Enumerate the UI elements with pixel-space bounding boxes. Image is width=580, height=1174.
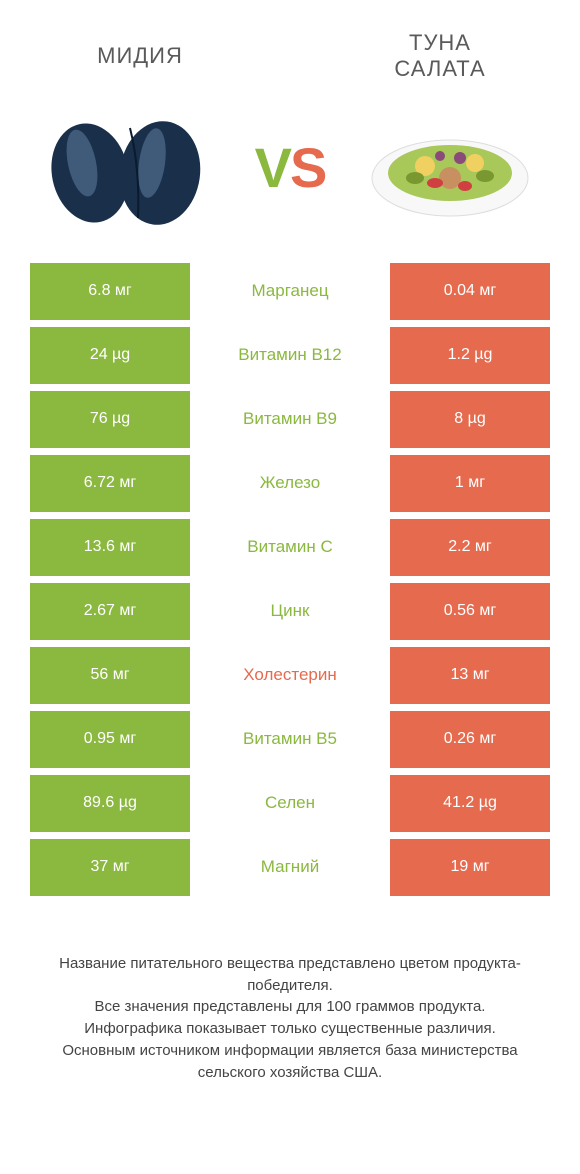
right-value: 8 µg [390, 391, 550, 448]
left-value: 6.72 мг [30, 455, 190, 512]
right-value: 19 мг [390, 839, 550, 896]
footer-line: Основным источником информации является … [30, 1040, 550, 1084]
left-value: 13.6 мг [30, 519, 190, 576]
left-value: 0.95 мг [30, 711, 190, 768]
vs-s: S [290, 136, 325, 199]
nutrient-label: Витамин B12 [190, 327, 390, 384]
table-row: 56 мгХолестерин13 мг [30, 647, 550, 704]
nutrient-label: Цинк [190, 583, 390, 640]
footer-line: Все значения представлены для 100 граммо… [30, 996, 550, 1018]
right-value: 2.2 мг [390, 519, 550, 576]
left-food-title: МИДИЯ [40, 43, 240, 69]
right-value: 0.04 мг [390, 263, 550, 320]
footer-line: Название питательного вещества представл… [30, 953, 550, 997]
nutrient-label: Селен [190, 775, 390, 832]
right-value: 0.56 мг [390, 583, 550, 640]
right-value: 13 мг [390, 647, 550, 704]
nutrient-label: Витамин B9 [190, 391, 390, 448]
footer-line: Инфографика показывает только существенн… [30, 1018, 550, 1040]
left-value: 2.67 мг [30, 583, 190, 640]
vs-v: V [255, 136, 290, 199]
nutrient-label: Витамин B5 [190, 711, 390, 768]
table-row: 37 мгМагний19 мг [30, 839, 550, 896]
nutrient-label: Марганец [190, 263, 390, 320]
nutrient-label: Холестерин [190, 647, 390, 704]
mussel-icon [40, 103, 220, 233]
table-row: 6.8 мгМарганец0.04 мг [30, 263, 550, 320]
table-row: 13.6 мгВитамин C2.2 мг [30, 519, 550, 576]
salad-icon [360, 103, 540, 233]
table-row: 6.72 мгЖелезо1 мг [30, 455, 550, 512]
table-row: 0.95 мгВитамин B50.26 мг [30, 711, 550, 768]
left-value: 37 мг [30, 839, 190, 896]
right-value: 0.26 мг [390, 711, 550, 768]
right-food-title: ТУНА САЛАТА [340, 30, 540, 83]
left-value: 76 µg [30, 391, 190, 448]
table-row: 76 µgВитамин B98 µg [30, 391, 550, 448]
nutrient-label: Железо [190, 455, 390, 512]
images-row: VS [0, 93, 580, 263]
table-row: 89.6 µgСелен41.2 µg [30, 775, 550, 832]
left-value: 56 мг [30, 647, 190, 704]
right-value: 1 мг [390, 455, 550, 512]
vs-label: VS [255, 135, 326, 200]
nutrient-label: Витамин C [190, 519, 390, 576]
comparison-table: 6.8 мгМарганец0.04 мг 24 µgВитамин B121.2… [0, 263, 580, 896]
left-value: 24 µg [30, 327, 190, 384]
footer-notes: Название питательного вещества представл… [0, 903, 580, 1084]
table-row: 24 µgВитамин B121.2 µg [30, 327, 550, 384]
header: МИДИЯ ТУНА САЛАТА [0, 0, 580, 93]
left-value: 89.6 µg [30, 775, 190, 832]
left-value: 6.8 мг [30, 263, 190, 320]
table-row: 2.67 мгЦинк0.56 мг [30, 583, 550, 640]
right-value: 1.2 µg [390, 327, 550, 384]
right-value: 41.2 µg [390, 775, 550, 832]
nutrient-label: Магний [190, 839, 390, 896]
